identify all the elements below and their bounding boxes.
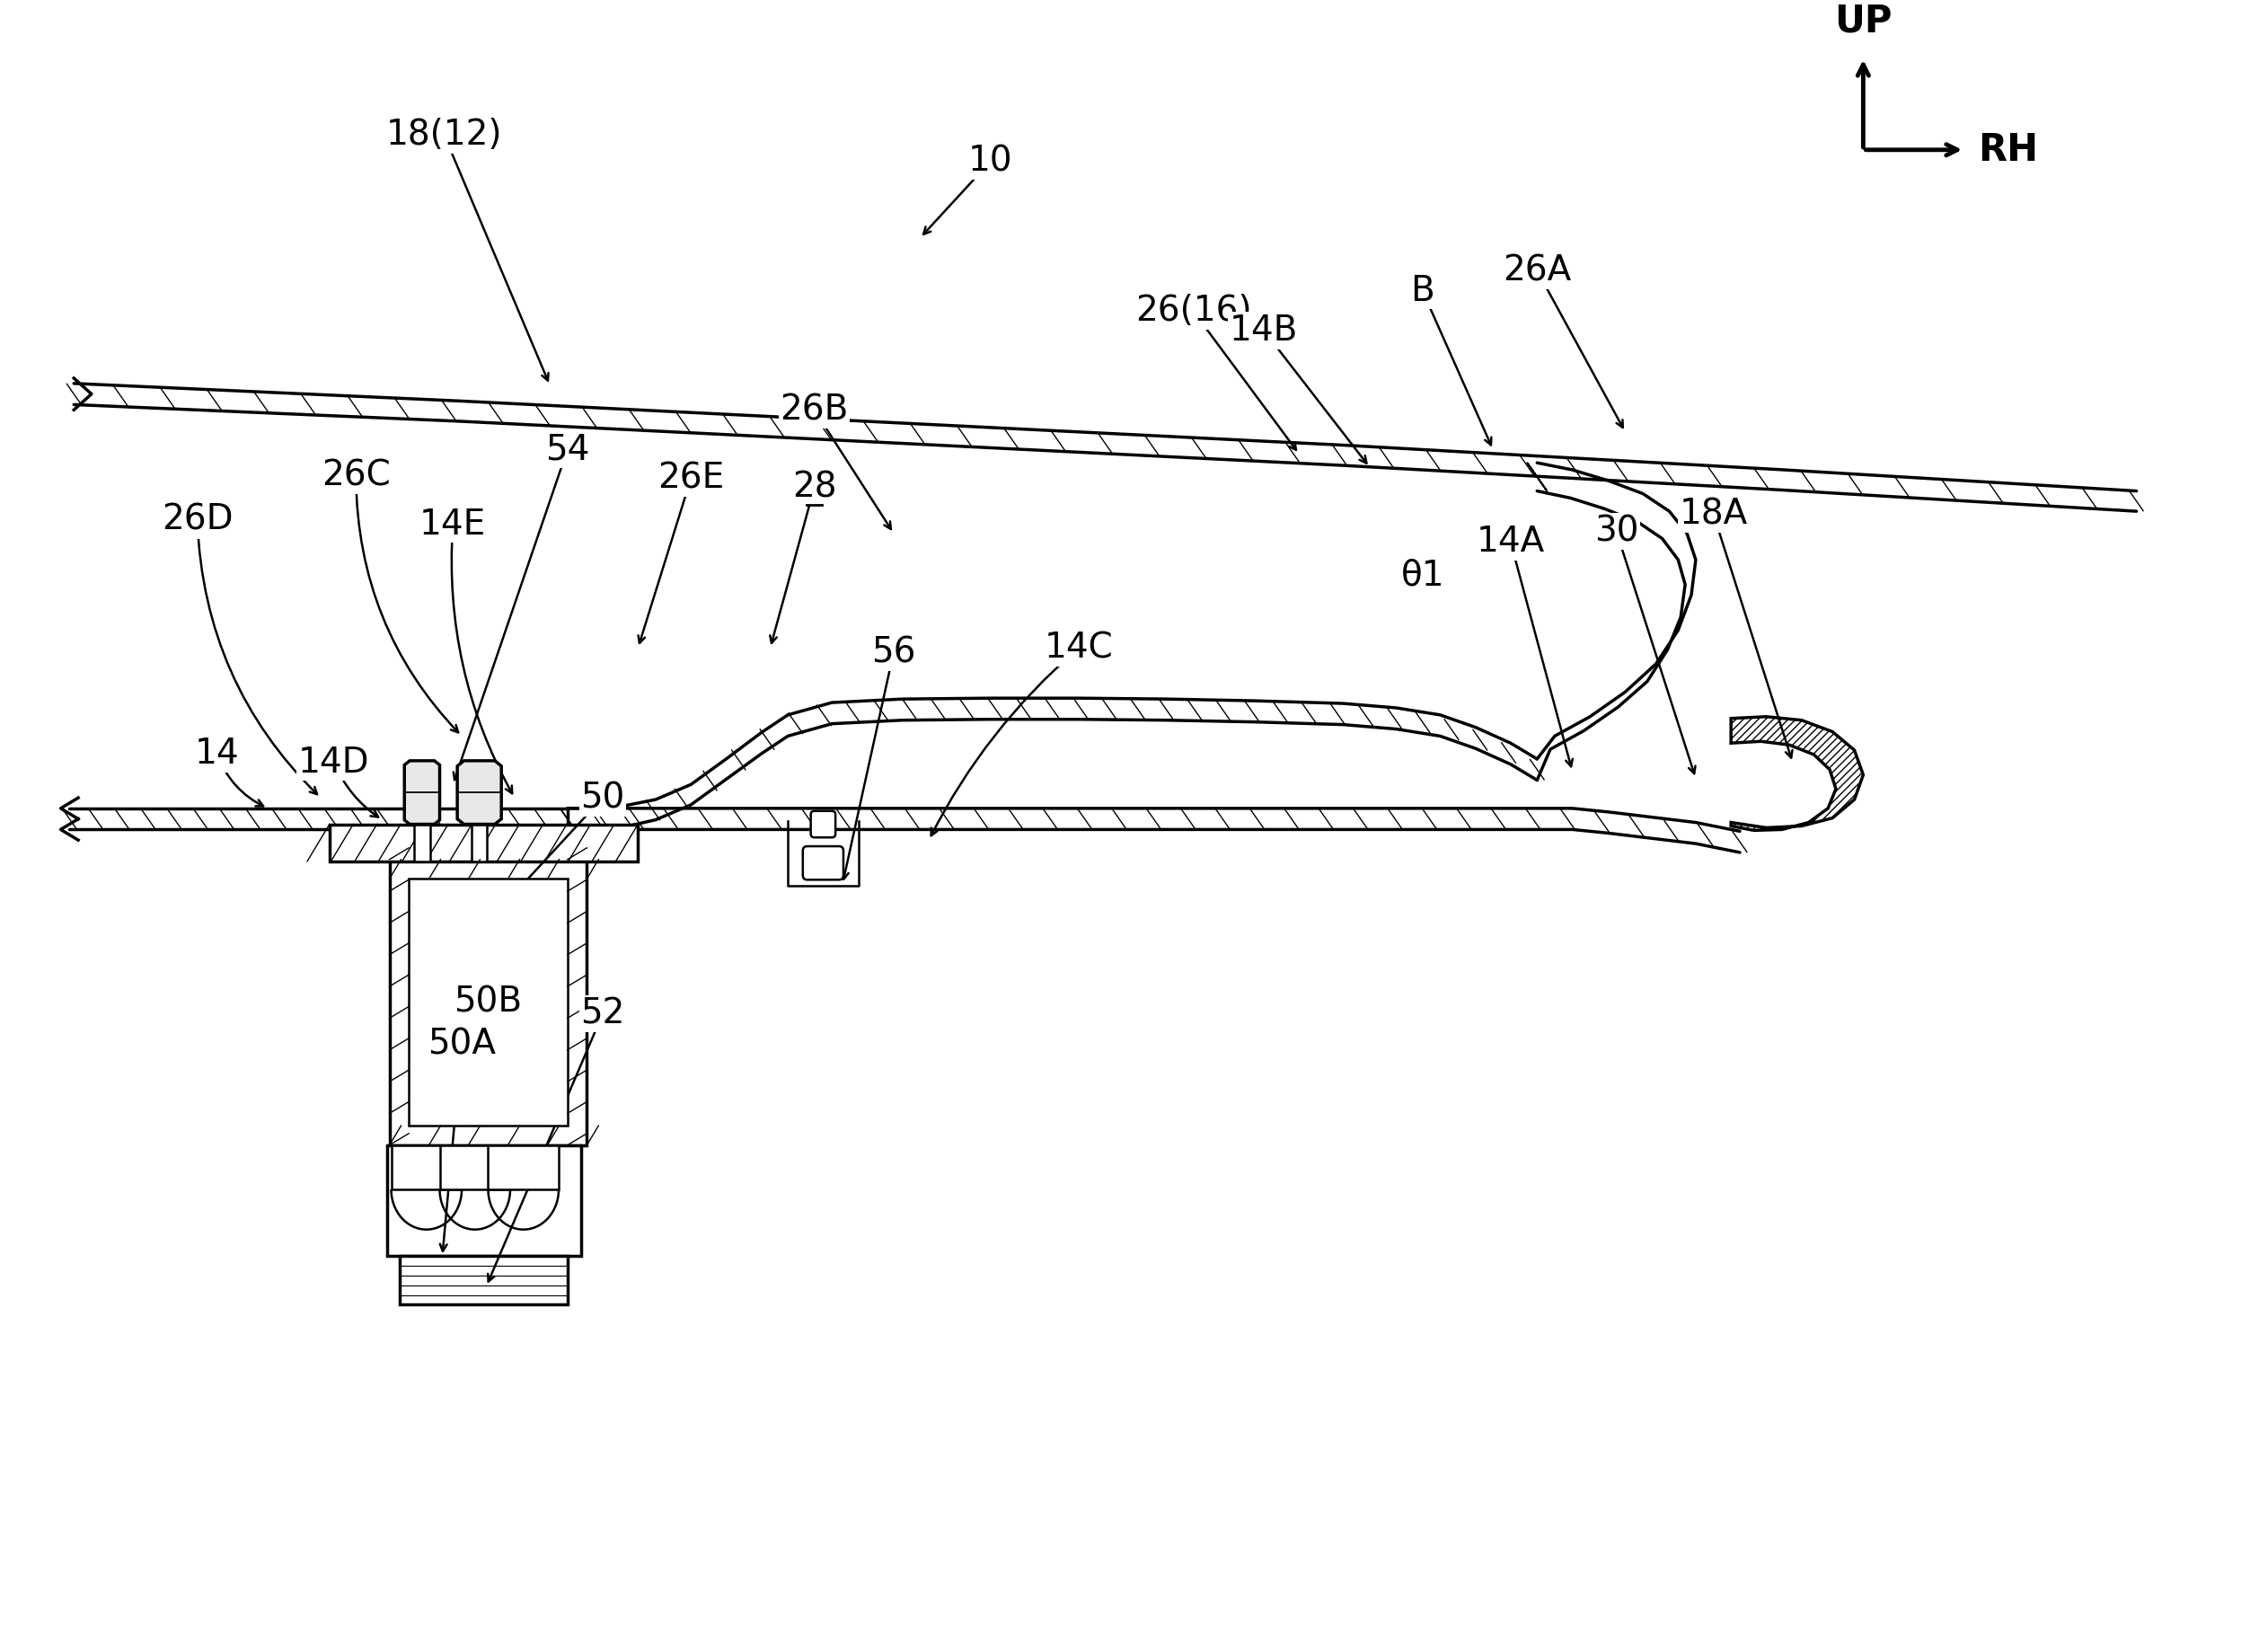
Text: UP: UP <box>1834 2 1892 40</box>
Text: 14A: 14A <box>1476 525 1546 558</box>
Text: 50A: 50A <box>428 1028 495 1062</box>
Text: 30: 30 <box>1595 514 1638 548</box>
Text: B: B <box>1411 274 1436 307</box>
Text: 54: 54 <box>544 433 590 466</box>
Text: RH: RH <box>1978 131 2039 169</box>
Text: 26C: 26C <box>322 459 392 492</box>
Text: 14B: 14B <box>1228 314 1298 347</box>
FancyBboxPatch shape <box>810 811 835 838</box>
Text: 10: 10 <box>968 144 1013 178</box>
Polygon shape <box>457 760 502 824</box>
Text: 50B: 50B <box>455 985 522 1019</box>
Text: 26E: 26E <box>657 461 724 496</box>
Bar <box>439 1145 511 1189</box>
Bar <box>389 859 587 1145</box>
Text: 26D: 26D <box>162 502 234 537</box>
Text: 26(16): 26(16) <box>1134 294 1251 329</box>
Text: 14E: 14E <box>418 507 486 542</box>
Text: 52: 52 <box>580 996 626 1031</box>
Bar <box>409 879 567 1125</box>
Polygon shape <box>405 760 439 824</box>
Bar <box>391 1145 461 1189</box>
Text: 26B: 26B <box>781 393 848 426</box>
Bar <box>414 824 430 861</box>
Bar <box>488 1145 558 1189</box>
Text: 14D: 14D <box>299 745 369 780</box>
Text: θ1: θ1 <box>1402 558 1444 593</box>
Text: 14: 14 <box>193 737 238 771</box>
Text: 56: 56 <box>871 636 916 669</box>
Polygon shape <box>1730 717 1863 831</box>
Text: 18(12): 18(12) <box>387 117 502 152</box>
Bar <box>400 1256 567 1305</box>
Bar <box>472 824 488 861</box>
Bar <box>328 824 639 861</box>
Text: 50: 50 <box>580 781 626 814</box>
Text: 14C: 14C <box>1044 631 1114 666</box>
FancyBboxPatch shape <box>803 846 844 881</box>
Text: 28: 28 <box>792 471 837 504</box>
Bar <box>387 1145 580 1256</box>
Text: 18A: 18A <box>1678 497 1748 530</box>
Text: 26A: 26A <box>1503 253 1570 287</box>
